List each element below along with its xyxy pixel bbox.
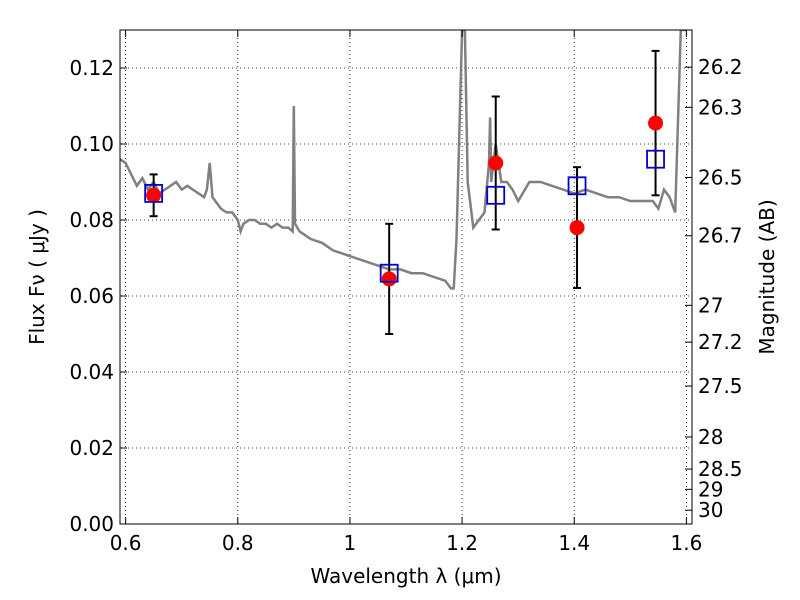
y-tick-label: 0.12 [69,56,114,80]
y-tick-label: 0.06 [69,284,114,308]
y-axis-label: Flux Fν ( μJy ) [25,209,49,345]
x-tick-label: 1 [344,531,357,555]
mag-tick-label: 27 [698,293,723,317]
model-flux-point [486,185,506,205]
grid [120,30,692,525]
observed-flux-point [569,220,585,236]
x-tick-label: 1.2 [446,531,478,555]
y-tick-label: 0.04 [69,360,114,384]
x-tick-label: 1.4 [558,531,590,555]
observed-flux-point [381,271,397,287]
plot-area [120,30,687,290]
mag-tick-label: 28 [698,425,723,449]
mag-tick-label: 26.5 [698,165,743,189]
mag-tick-label: 28.5 [698,457,743,481]
mag-tick-label: 26.3 [698,95,743,119]
mag-tick-label: 27.5 [698,374,743,398]
mag-tick-label: 27.2 [698,330,743,354]
plot-frame [119,29,693,525]
observed-flux-point [146,187,162,203]
x-tick-label: 1.6 [670,531,702,555]
data-points [144,115,665,287]
model-flux-point [567,176,587,196]
ticks: 0.6 0.8 1 1.2 1.4 1.6 0.00 0.02 0.04 0.06 0.08 0.10… [69,30,743,555]
error-bars [149,49,660,335]
y-tick-label: 0.08 [69,208,114,232]
observed-flux-point [648,115,664,131]
mag-tick-label: 30 [698,498,723,522]
y-tick-label: 0.00 [69,512,114,536]
mag-tick-label: 26.7 [698,224,743,248]
model-flux-point [646,149,665,169]
model-flux-point [379,263,399,283]
y-tick-label: 0.02 [69,436,114,460]
model-flux-point [144,183,164,203]
model-spectrum-line [120,30,687,290]
mag-tick-label: 29 [698,477,723,501]
x-tick-label: 0.8 [222,531,254,555]
x-axis-label: Wavelength λ (μm) [310,564,501,588]
x-tick-label: 0.6 [110,531,142,555]
y-axis-label-right: Magnitude (AB) [755,199,779,354]
y-tick-label: 0.10 [69,132,114,156]
mag-tick-label: 26.2 [698,55,743,79]
observed-flux-point [488,155,504,171]
